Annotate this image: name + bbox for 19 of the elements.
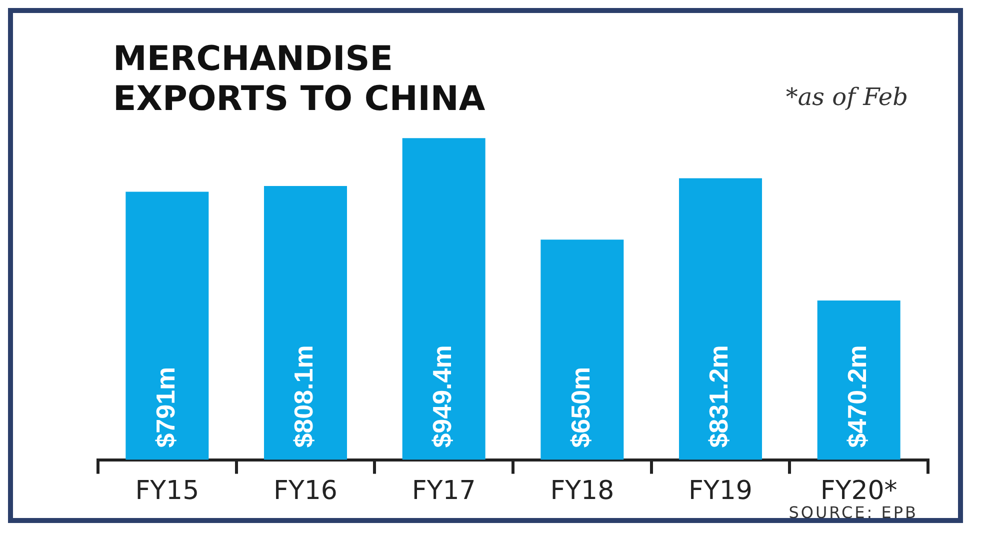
data-label: $650m — [565, 366, 596, 448]
data-label: $949.4m — [427, 345, 458, 448]
data-label: $831.2m — [704, 345, 734, 448]
bar — [679, 178, 762, 460]
x-tick-label: FY19 — [688, 476, 752, 506]
x-tick-label: FY17 — [412, 476, 476, 506]
data-label: $808.1m — [288, 345, 319, 448]
x-tick-label: FY15 — [135, 476, 200, 506]
bar — [264, 186, 347, 460]
x-tick-label: FY16 — [274, 476, 338, 506]
chart-title: MERCHANDISE EXPORTS TO CHINA — [113, 39, 486, 119]
bar — [402, 138, 486, 460]
bar — [126, 192, 209, 460]
bar — [540, 240, 624, 460]
text: *as of Feb — [786, 83, 908, 111]
data-label: $791m — [150, 366, 180, 448]
x-tick-label: FY18 — [550, 476, 614, 506]
data-label: $470.2m — [842, 345, 872, 448]
bar — [817, 300, 900, 460]
